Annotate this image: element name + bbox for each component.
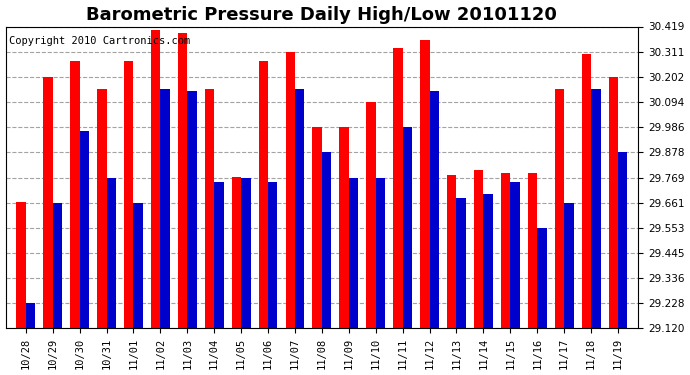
Bar	[151, 30, 160, 328]
Bar	[241, 178, 250, 328]
Text: Copyright 2010 Cartronics.com: Copyright 2010 Cartronics.com	[9, 36, 190, 45]
Bar	[268, 182, 277, 328]
Bar	[52, 203, 62, 328]
Bar	[376, 178, 385, 328]
Bar	[17, 202, 26, 328]
Bar	[259, 61, 268, 328]
Bar	[26, 303, 35, 328]
Bar	[511, 182, 520, 328]
Bar	[430, 92, 439, 328]
Bar	[178, 33, 187, 328]
Bar	[70, 61, 79, 328]
Bar	[286, 52, 295, 328]
Bar	[97, 89, 106, 328]
Bar	[403, 127, 412, 328]
Bar	[79, 131, 89, 328]
Bar	[349, 178, 358, 328]
Bar	[457, 198, 466, 328]
Bar	[106, 178, 116, 328]
Bar	[609, 77, 618, 328]
Bar	[232, 177, 241, 328]
Bar	[420, 40, 430, 328]
Bar	[313, 128, 322, 328]
Bar	[295, 89, 304, 328]
Bar	[474, 170, 484, 328]
Bar	[582, 54, 591, 328]
Bar	[447, 175, 457, 328]
Bar	[393, 48, 403, 328]
Bar	[214, 182, 224, 328]
Bar	[339, 128, 349, 328]
Bar	[187, 92, 197, 328]
Bar	[564, 203, 573, 328]
Bar	[133, 203, 143, 328]
Title: Barometric Pressure Daily High/Low 20101120: Barometric Pressure Daily High/Low 20101…	[86, 6, 558, 24]
Bar	[528, 173, 538, 328]
Bar	[205, 89, 214, 328]
Bar	[322, 152, 331, 328]
Bar	[124, 61, 133, 328]
Bar	[501, 173, 511, 328]
Bar	[538, 228, 546, 328]
Bar	[160, 89, 170, 328]
Bar	[366, 102, 376, 328]
Bar	[591, 89, 600, 328]
Bar	[43, 77, 52, 328]
Bar	[618, 152, 627, 328]
Bar	[484, 194, 493, 328]
Bar	[555, 89, 564, 328]
